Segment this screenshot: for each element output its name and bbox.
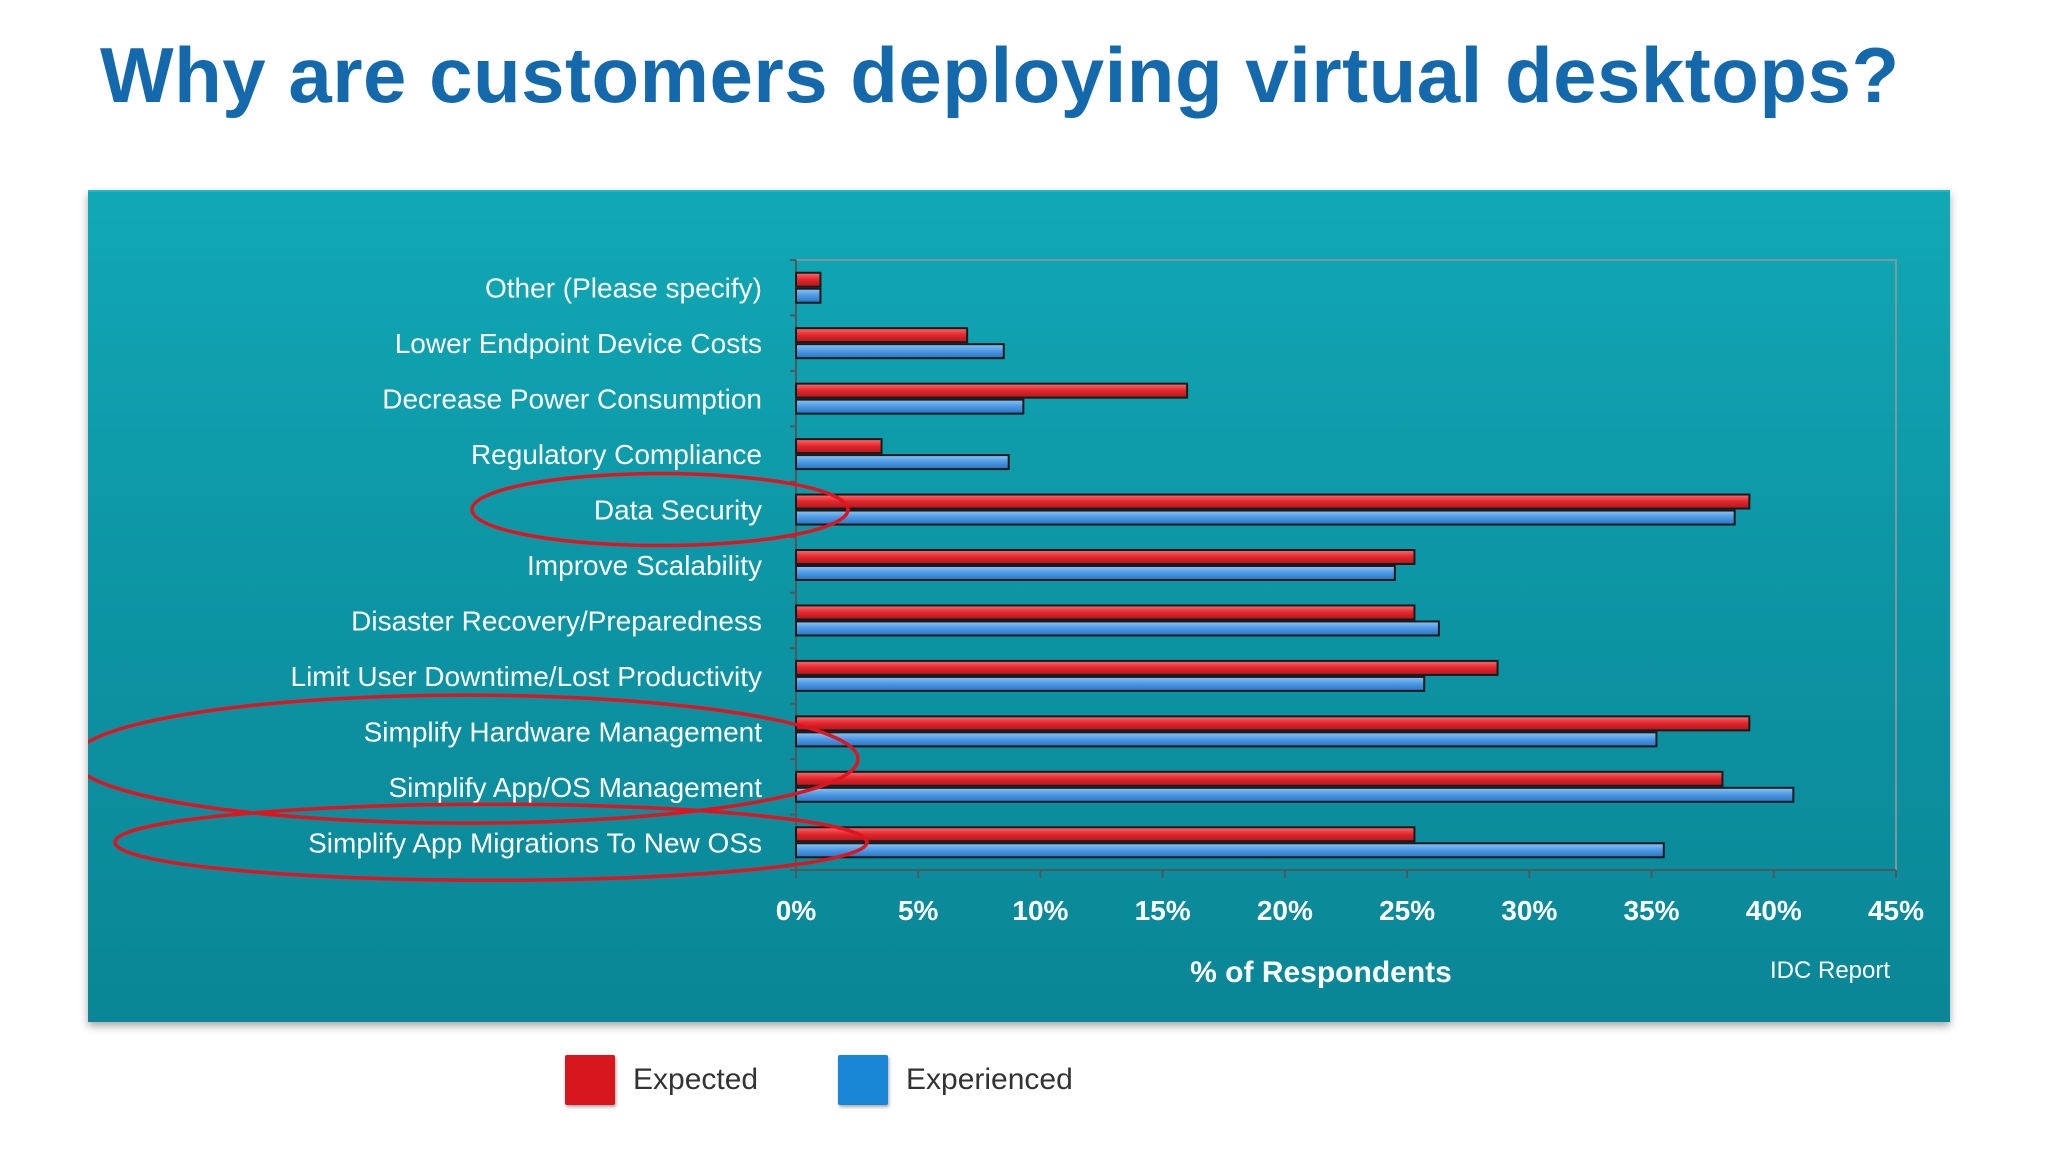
bar-expected [795,770,1724,787]
highlight-ellipse [470,471,850,548]
bar-experienced [795,675,1426,692]
x-tick-label: 45% [1868,895,1924,926]
category-label: Other (Please specify) [485,273,762,304]
x-axis-title: % of Respondents [1190,956,1452,989]
bar-expected [795,549,1416,565]
bar-experienced [795,343,1005,360]
bar-experienced [795,287,822,304]
category-label: Simplify App Migrations To New OSs [308,827,762,858]
category-label: Simplify App/OS Management [388,772,762,803]
bar-expected [795,382,1189,399]
x-tick-label: 25% [1379,895,1435,926]
bar-experienced [795,842,1665,859]
highlight-ellipse [113,802,869,883]
category-label: Simplify Hardware Management [364,716,763,747]
bar-experienced [795,454,1010,471]
x-tick-label: 40% [1746,895,1802,926]
x-tick-label: 5% [898,895,939,926]
x-tick-label: 20% [1257,895,1313,926]
highlight-ellipse [88,693,860,825]
source-note: IDC Report [1770,957,1890,984]
bar-expected [795,826,1416,843]
category-label: Data Security [594,495,762,526]
legend-item-expected: Expected [565,1052,758,1108]
bar-expected [795,327,969,344]
bar-expected [795,271,822,288]
legend-label-experienced: Experienced [906,1063,1073,1096]
x-tick-label: 35% [1624,895,1680,926]
category-label: Lower Endpoint Device Costs [395,328,762,359]
x-tick-label: 10% [1012,895,1068,926]
category-label: Disaster Recovery/Preparedness [351,605,762,636]
bar-expected [795,715,1751,732]
x-tick-label: 30% [1501,895,1557,926]
category-label: Improve Scalability [527,550,762,581]
x-tick-label: 15% [1135,895,1191,926]
slide-title: Why are customers deploying virtual desk… [100,31,1900,119]
category-label: Regulatory Compliance [471,439,762,470]
legend-swatch-expected [565,1055,615,1105]
bar-expected [795,493,1751,510]
bar-experienced [795,620,1440,637]
chart-panel: 0% 5% 10% 15% 20% 25% 30% 35% 40% 45% Other (Pleas… [88,190,1950,1022]
bar-expected [795,659,1499,676]
bar-expected [795,604,1416,621]
x-tick-label: 0% [776,895,817,926]
bar-chart: 0% 5% 10% 15% 20% 25% 30% 35% 40% 45% Other (Pleas… [88,259,1924,989]
bar-experienced [795,786,1795,803]
bar-experienced [795,565,1396,581]
bar-expected [795,438,883,455]
bar-experienced [795,398,1025,415]
legend-swatch-experienced [838,1055,888,1105]
bar-experienced [795,731,1658,748]
category-label: Decrease Power Consumption [382,384,762,415]
legend-item-experienced: Experienced [838,1052,1073,1108]
bar-experienced [795,509,1736,526]
category-label: Limit User Downtime/Lost Productivity [291,661,762,692]
legend-label-expected: Expected [633,1063,759,1096]
